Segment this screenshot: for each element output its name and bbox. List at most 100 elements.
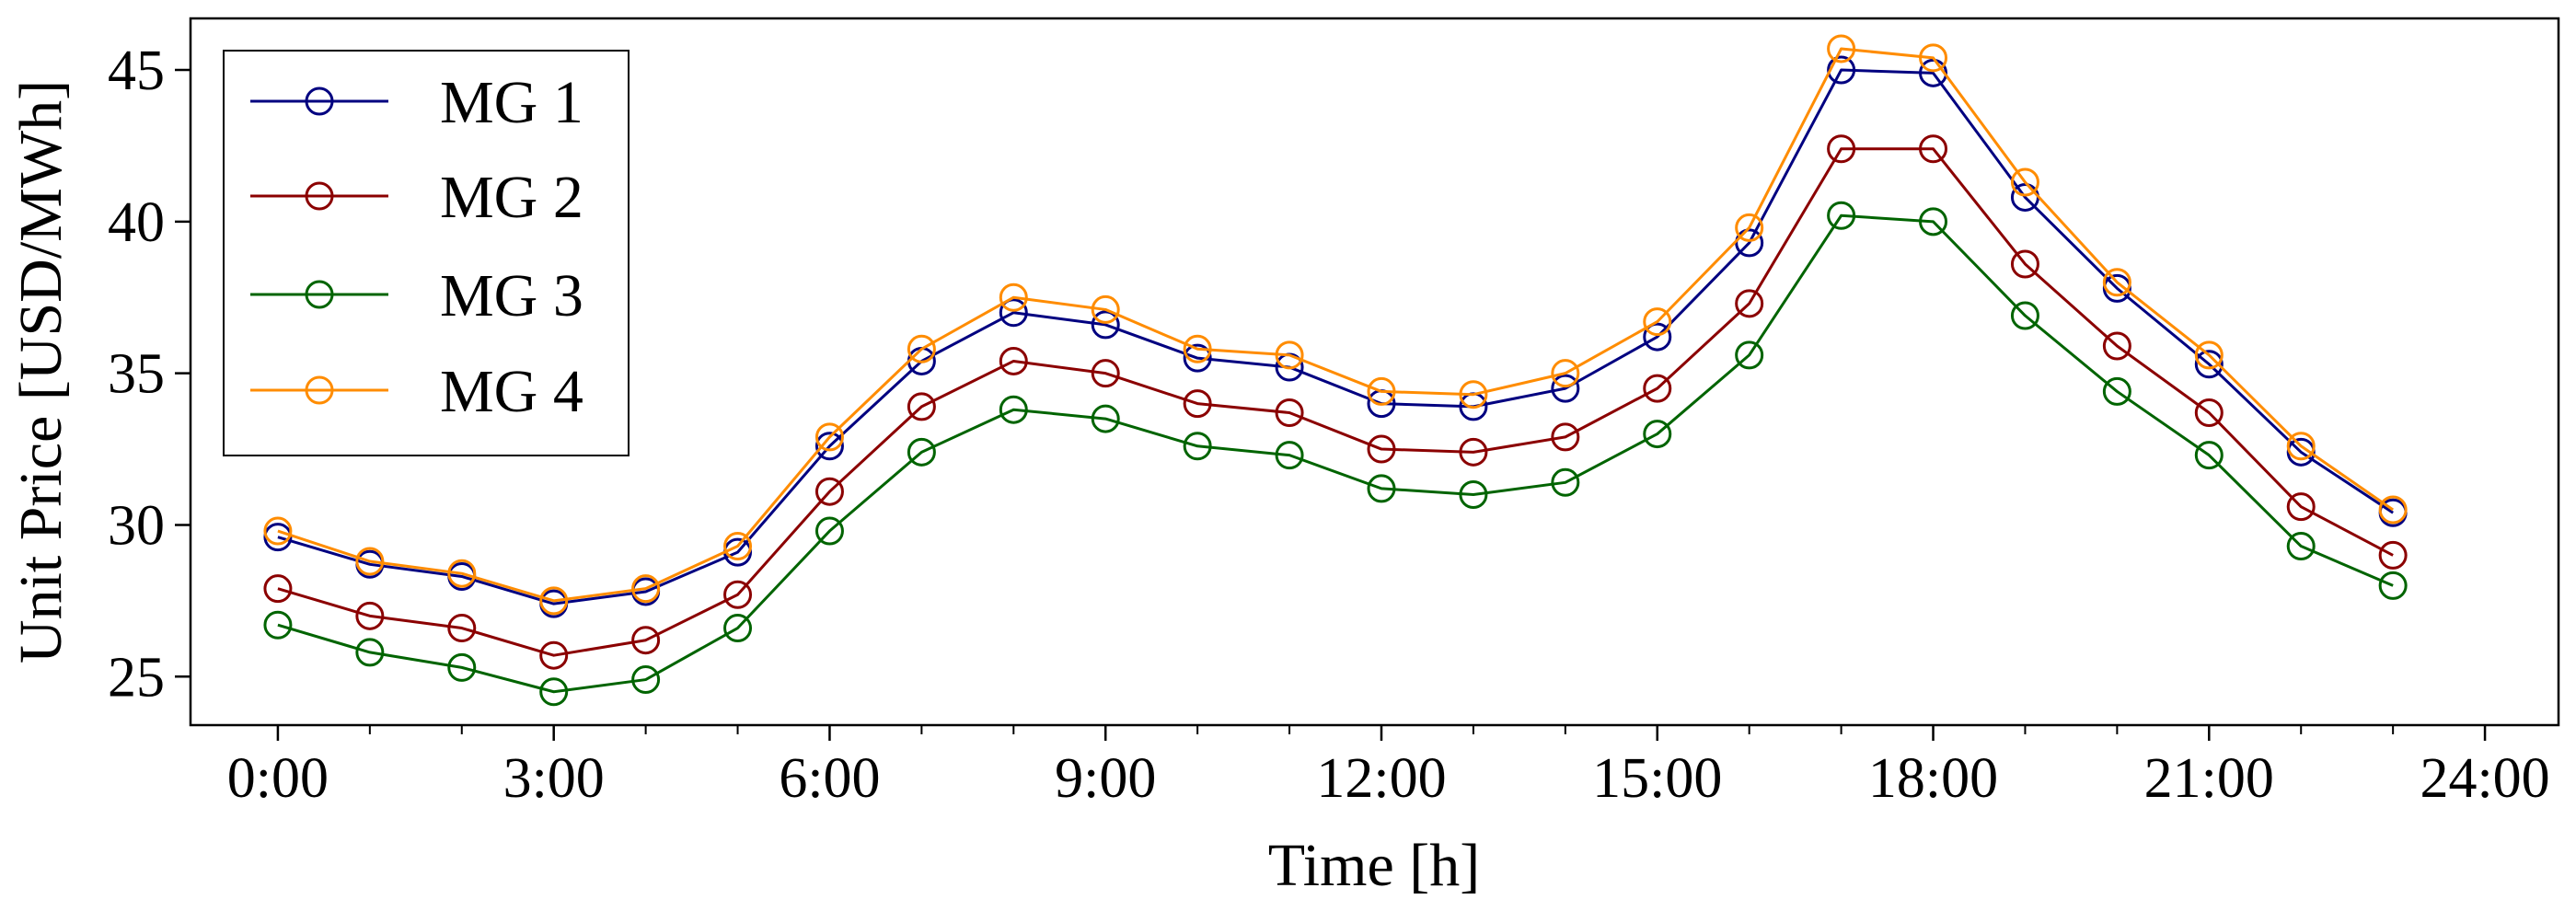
series-mg4: [263, 34, 2408, 616]
data-point: [2194, 441, 2224, 470]
data-point: [355, 638, 385, 667]
data-point: [723, 614, 753, 643]
data-point: [1735, 340, 1764, 370]
data-point: [814, 432, 844, 461]
data-point: [723, 580, 753, 609]
data-point: [447, 559, 477, 588]
x-tick-label: 18:00: [1868, 747, 1998, 810]
data-point: [631, 626, 661, 655]
data-point: [1459, 380, 1488, 409]
data-point: [1827, 201, 1856, 230]
data-point: [1551, 422, 1580, 452]
y-tick-label: 25: [108, 646, 165, 709]
data-point: [814, 477, 844, 506]
data-point: [1919, 43, 1948, 73]
legend-item-mg4: MG 4: [250, 358, 583, 425]
data-point: [723, 532, 753, 561]
x-tick-label: 24:00: [2420, 747, 2549, 810]
data-point: [907, 392, 936, 421]
data-point: [1735, 289, 1764, 318]
data-point: [539, 586, 569, 616]
x-tick-label: 21:00: [2144, 747, 2274, 810]
plot-frame: [189, 17, 2560, 727]
data-point: [2286, 532, 2316, 561]
legend-marker-mg1: [305, 86, 334, 116]
legend-marker-mg2: [305, 181, 334, 211]
data-point: [1275, 398, 1304, 427]
data-point: [1551, 359, 1580, 388]
data-point: [1091, 294, 1120, 324]
data-point: [1735, 228, 1764, 258]
data-point: [1091, 404, 1120, 433]
data-point: [447, 614, 477, 643]
data-point: [631, 574, 661, 604]
data-point: [1183, 334, 1212, 363]
data-point: [2010, 167, 2039, 197]
data-point: [999, 346, 1028, 375]
data-point: [2102, 331, 2131, 361]
data-point: [1643, 322, 1672, 352]
data-point: [2194, 398, 2224, 427]
data-point: [1551, 374, 1580, 403]
data-point: [999, 283, 1028, 312]
x-tick-label: 12:00: [1316, 747, 1446, 810]
legend-label-mg3: MG 3: [440, 262, 583, 329]
data-point: [355, 601, 385, 630]
data-point: [1459, 479, 1488, 509]
legend-marker-mg3: [305, 280, 334, 309]
data-point: [263, 516, 293, 546]
data-point: [2010, 301, 2039, 330]
data-point: [263, 610, 293, 640]
data-point: [1367, 474, 1396, 503]
data-point: [1275, 340, 1304, 370]
data-point: [1827, 55, 1856, 85]
y-tick-label: 30: [108, 494, 165, 557]
data-point: [1919, 134, 1948, 164]
data-point: [539, 677, 569, 707]
series-mg3: [263, 201, 2408, 707]
data-point: [1919, 207, 1948, 236]
data-point: [1643, 420, 1672, 449]
data-point: [2102, 268, 2131, 297]
data-point: [1643, 374, 1672, 403]
y-axis-title: Unit Price [USD/MWh]: [7, 80, 75, 663]
legend-item-mg1: MG 1: [250, 69, 583, 136]
data-point: [539, 640, 569, 670]
data-point: [355, 547, 385, 576]
series-line: [277, 147, 2394, 657]
x-tick-label: 9:00: [1055, 747, 1156, 810]
data-point: [1367, 434, 1396, 464]
data-point: [999, 298, 1028, 328]
series-mg2: [263, 134, 2408, 670]
data-point: [1091, 359, 1120, 388]
legend-box: [223, 50, 630, 456]
data-point: [907, 334, 936, 363]
data-point: [2194, 340, 2224, 370]
data-point: [263, 574, 293, 604]
series-line: [277, 213, 2394, 694]
legend: MG 1 MG 2 MG 3 MG 4: [223, 50, 630, 456]
data-point: [907, 437, 936, 467]
data-point: [447, 652, 477, 682]
data-point: [1091, 310, 1120, 340]
data-point: [2286, 492, 2316, 522]
data-point: [2102, 376, 2131, 406]
data-point: [2194, 350, 2224, 379]
data-point: [631, 665, 661, 695]
data-point: [1183, 389, 1212, 419]
data-point: [1459, 437, 1488, 467]
data-point: [2010, 249, 2039, 279]
data-point: [999, 395, 1028, 424]
series-lines: [263, 34, 2408, 707]
data-point: [2378, 540, 2408, 570]
data-point: [814, 422, 844, 452]
axis-ticks: 0:00 3:00 6:00 9:00 12:00 15:00 18:00 21:00 24:0…: [108, 40, 2550, 810]
y-tick-label: 45: [108, 40, 165, 102]
legend-label-mg2: MG 2: [440, 164, 583, 231]
series-line: [277, 68, 2394, 605]
x-tick-label: 6:00: [779, 747, 880, 810]
data-point: [1827, 134, 1856, 164]
x-tick-label: 0:00: [227, 747, 329, 810]
data-point: [1643, 307, 1672, 337]
